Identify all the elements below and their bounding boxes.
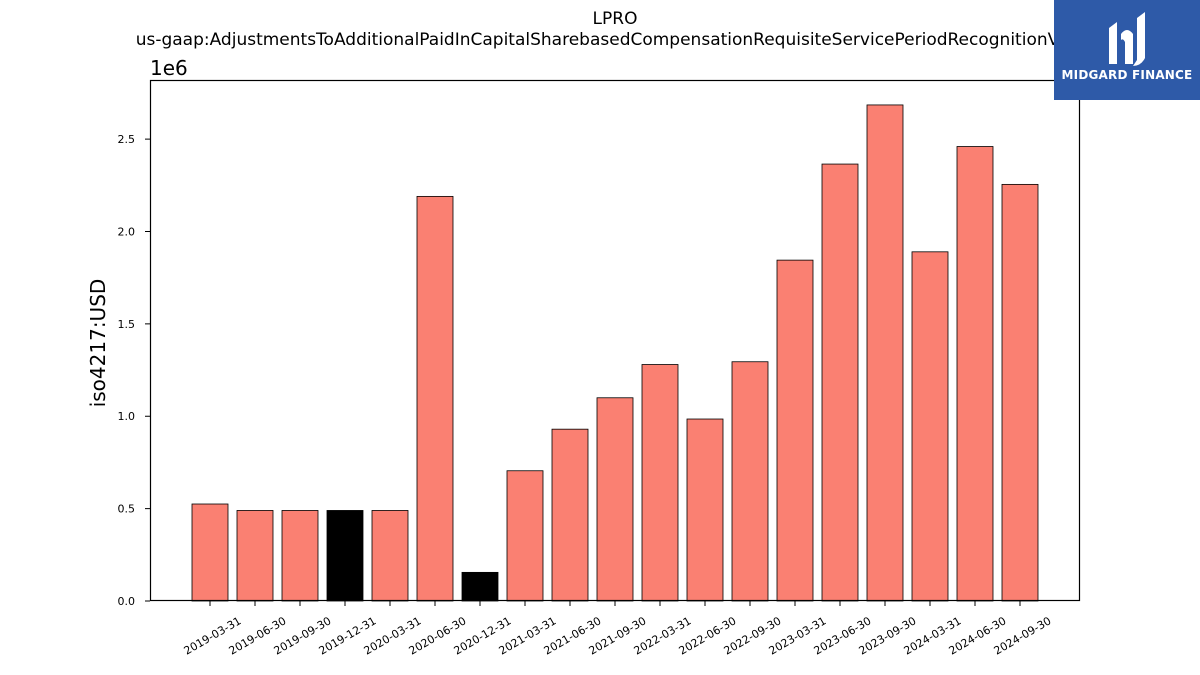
midgard-logo: MIDGARD FINANCE: [1054, 0, 1200, 100]
y-tick-label: 2.0: [118, 225, 136, 238]
y-tick-label: 0.0: [118, 595, 136, 608]
bar-2022-06-30: [686, 418, 724, 602]
logo-text: MIDGARD FINANCE: [1061, 68, 1193, 82]
bar-2023-03-31: [776, 259, 814, 602]
bar-2021-06-30: [551, 428, 589, 602]
bar-2020-06-30: [416, 195, 454, 602]
y-tick-label: 0.5: [118, 503, 136, 516]
y-tick-label: 1.5: [118, 318, 136, 331]
bar-2023-06-30: [821, 163, 859, 602]
bar-2019-12-31: [326, 510, 364, 602]
y-scale-label: 1e6: [150, 56, 188, 80]
bar-2019-09-30: [281, 510, 319, 602]
chart-title: LPRO: [592, 9, 638, 29]
bar-2019-06-30: [236, 510, 274, 602]
bar-2024-03-31: [911, 251, 949, 602]
bar-2020-03-31: [371, 510, 409, 602]
bar-2021-03-31: [506, 470, 544, 602]
bar-2024-09-30: [1001, 183, 1039, 602]
bar-2021-09-30: [596, 397, 634, 602]
midgard-logo-icon: [1109, 12, 1145, 66]
bar-2023-09-30: [866, 104, 904, 602]
plot-frame: [149, 79, 1081, 602]
bar-2020-12-31: [461, 571, 499, 602]
chart-subtitle: us-gaap:AdjustmentsToAdditionalPaidInCap…: [135, 30, 1095, 50]
y-tick-label: 2.5: [118, 133, 136, 146]
bar-2019-03-31: [191, 503, 229, 602]
y-tick-label: 1.0: [118, 410, 136, 423]
bar-2024-06-30: [956, 146, 994, 602]
bar-2022-09-30: [731, 361, 769, 602]
y-axis-label: iso4217:USD: [86, 279, 110, 408]
bar-2022-03-31: [641, 364, 679, 602]
